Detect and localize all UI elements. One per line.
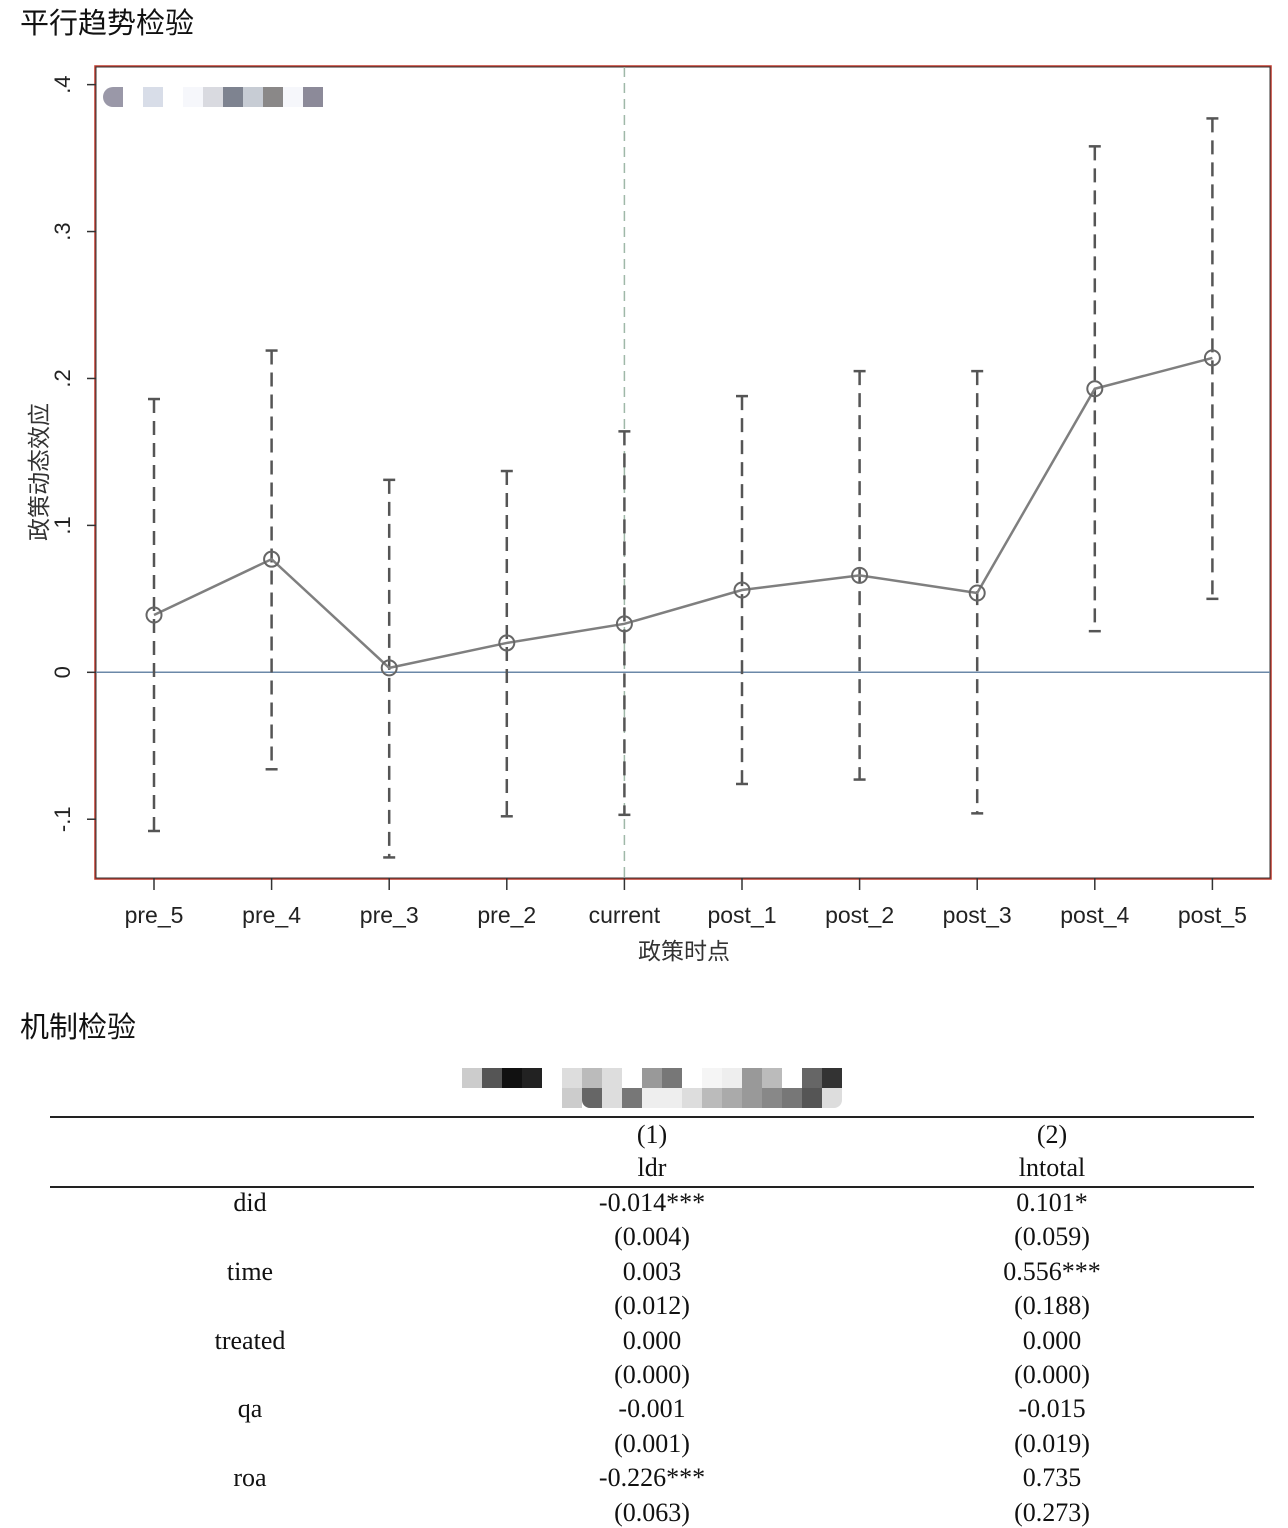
x-tick-label: pre_4 [242, 902, 301, 928]
table-header-rule [50, 1186, 1254, 1188]
col2-dep-var: lntotal [1018, 1153, 1086, 1182]
x-axis-label: 政策时点 [638, 939, 730, 965]
coefficient-point [145, 606, 163, 624]
coefficient-point [733, 581, 751, 599]
row-variable: qa [237, 1394, 263, 1424]
x-tick-label: post_1 [707, 902, 776, 928]
table-caption-obscured [462, 1068, 842, 1108]
row-col2-value: (0.059) [1014, 1222, 1090, 1252]
row-variable: time [226, 1256, 274, 1286]
legend-obscured [103, 87, 323, 108]
x-tick-label: post_4 [1060, 902, 1129, 928]
y-tick-label: .2 [50, 369, 75, 387]
x-tick-label: pre_5 [125, 902, 184, 928]
row-col2-value: 0.000 [1022, 1325, 1082, 1355]
row-col1-value: 0.003 [622, 1256, 682, 1286]
coefficient-point [498, 634, 516, 652]
row-col1-value: (0.001) [614, 1428, 690, 1458]
coefficient-point [263, 550, 281, 568]
row-col2-value: (0.273) [1014, 1497, 1090, 1527]
row-col2-value: 0.556*** [1003, 1256, 1101, 1286]
row-col1-value: -0.014*** [598, 1188, 706, 1217]
x-tick-label: pre_3 [360, 902, 419, 928]
parallel-trend-chart: -.1 0 .1 .2 .3 .4 政策动态效应 pre_5 pre_4 pre_3 pre_2 cu… [27, 65, 1272, 965]
col1-dep-var: ldr [637, 1153, 667, 1182]
row-col2-value: (0.188) [1014, 1291, 1090, 1321]
row-col2-value: -0.015 [1018, 1394, 1086, 1424]
coefficient-line [153, 356, 1213, 670]
x-tick-label: post_3 [943, 902, 1012, 928]
x-tick-label: post_5 [1178, 902, 1247, 928]
y-tick-label: .4 [50, 75, 75, 93]
col2-number: (2) [1036, 1120, 1068, 1149]
row-col2-value: (0.019) [1014, 1428, 1090, 1458]
table-top-rule [50, 1116, 1254, 1118]
row-col1-value: (0.012) [614, 1291, 690, 1321]
row-variable: roa [233, 1463, 267, 1493]
coefficient-point [851, 566, 869, 584]
y-tick-label: 0 [50, 666, 75, 678]
coefficient-point [1203, 349, 1221, 367]
row-col2-value: 0.101* [1016, 1188, 1088, 1217]
y-axis-label: 政策动态效应 [27, 403, 53, 541]
row-col1-value: -0.226*** [598, 1463, 706, 1493]
plot-frame [95, 66, 1271, 879]
coefficient-point [380, 659, 398, 677]
col1-number: (1) [636, 1120, 668, 1149]
row-col1-value: (0.004) [614, 1222, 690, 1252]
row-col1-value: (0.000) [614, 1360, 690, 1389]
y-tick-label: .3 [50, 222, 75, 240]
row-col1-value: -0.001 [618, 1394, 686, 1424]
row-col1-value: 0.000 [622, 1325, 682, 1355]
row-variable: treated [214, 1325, 286, 1355]
x-tick-label: current [589, 902, 661, 928]
y-tick-label: .1 [50, 516, 75, 534]
table-section-title: 机制检验 [20, 1010, 137, 1044]
coefficient-point [968, 584, 986, 602]
row-variable: did [233, 1188, 267, 1217]
row-col2-value: 0.735 [1022, 1463, 1082, 1493]
row-col2-value: (0.000) [1014, 1360, 1090, 1389]
coefficient-point [615, 615, 633, 633]
row-col1-value: (0.063) [614, 1497, 690, 1527]
coefficient-point [1086, 380, 1104, 398]
x-tick-label: post_2 [825, 902, 894, 928]
y-tick-label: -.1 [50, 806, 75, 832]
plot-frame-outer [94, 65, 1272, 880]
x-tick-label: pre_2 [477, 902, 536, 928]
chart-section-title: 平行趋势检验 [20, 6, 195, 40]
